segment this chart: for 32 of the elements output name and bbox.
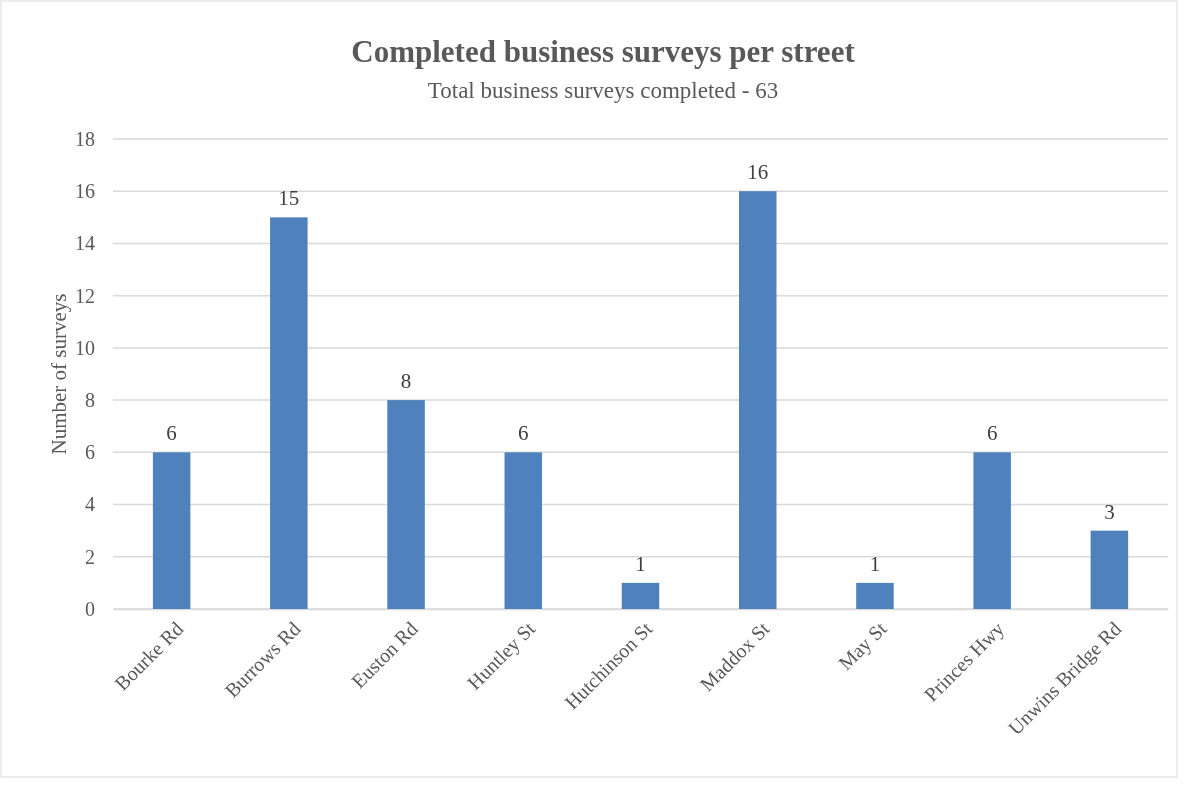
bar <box>856 582 894 609</box>
bar <box>973 452 1011 609</box>
bar <box>152 452 191 609</box>
chart-title: Completed business surveys per street <box>351 34 856 69</box>
y-tick-label: 6 <box>85 441 95 464</box>
data-label: 16 <box>747 160 769 185</box>
y-tick-label: 16 <box>75 180 95 203</box>
y-tick-label: 10 <box>75 336 95 359</box>
y-tick-label: 14 <box>75 232 95 255</box>
bar <box>738 191 777 609</box>
data-label: 15 <box>278 186 300 211</box>
y-tick-label: 8 <box>85 389 95 412</box>
data-label: 1 <box>869 551 881 576</box>
y-tick-label: 0 <box>85 597 95 620</box>
x-tick-label: May St <box>834 617 892 675</box>
data-label: 6 <box>518 421 529 446</box>
data-label: 6 <box>986 421 998 446</box>
bar <box>387 400 425 609</box>
data-label: 3 <box>1104 499 1115 524</box>
y-tick-label: 18 <box>75 127 95 150</box>
bar <box>621 582 660 609</box>
y-tick-label: 12 <box>75 284 95 307</box>
data-label: 1 <box>635 551 646 576</box>
y-axis-title: Number of surveys <box>47 293 71 455</box>
chart-subtitle: Total business surveys completed - 63 <box>427 78 779 103</box>
bar <box>1090 530 1129 609</box>
bar <box>504 452 543 609</box>
data-label: 8 <box>400 369 412 394</box>
y-tick-label: 2 <box>85 545 95 568</box>
bar <box>270 217 308 609</box>
y-tick-label: 4 <box>85 493 95 516</box>
data-label: 6 <box>166 421 177 446</box>
